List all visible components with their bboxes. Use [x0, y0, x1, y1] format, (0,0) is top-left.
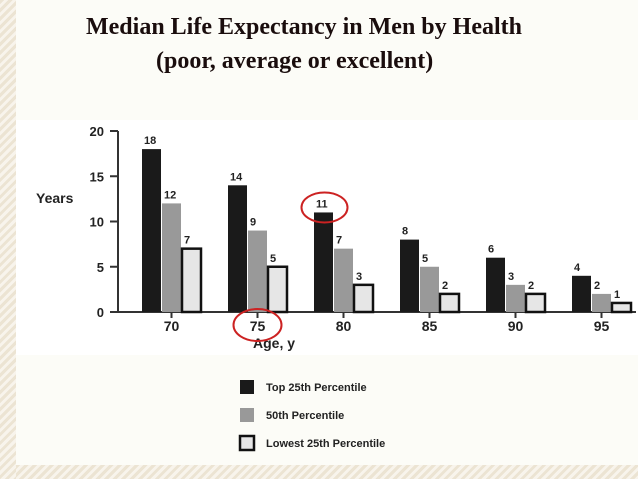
data-label: 6: [488, 244, 494, 256]
data-label: 5: [270, 253, 276, 265]
data-label: 1: [614, 289, 620, 301]
bar-95-series-0: [572, 275, 591, 312]
chart-highlights: [232, 191, 349, 342]
bar-70-series-0: [142, 149, 161, 312]
highlight-circle-value: [300, 191, 349, 224]
x-tick-label-80: 80: [336, 318, 352, 334]
data-label: 2: [594, 280, 600, 292]
bar-90-series-2: [524, 292, 547, 314]
legend-label-2: Lowest 25th Percentile: [266, 438, 385, 450]
legend-swatch-0: [240, 380, 254, 394]
y-tick-label: 20: [90, 124, 104, 139]
data-label: 3: [356, 271, 362, 283]
bar-80-series-1: [334, 248, 353, 312]
bar-70-series-2: [180, 247, 203, 314]
x-tick-label-70: 70: [164, 318, 180, 334]
bar-85-series-0: [400, 239, 419, 312]
y-axis-label: Years: [36, 190, 74, 206]
chart-data-labels: 18 12 7 14 9 5 11 7 3 8 5 2 6 3 2 4 2 1: [144, 135, 620, 301]
data-label: 8: [402, 226, 408, 238]
legend-label-1: 50th Percentile: [266, 410, 344, 422]
chart-bars: [142, 149, 633, 314]
bar-85-series-1: [420, 266, 439, 312]
title-line-2: (poor, average or excellent): [156, 48, 434, 74]
bar-90-series-0: [486, 257, 505, 312]
data-label: 18: [144, 135, 156, 147]
y-tick-label: 5: [97, 260, 104, 275]
bar-75-series-1: [248, 230, 267, 312]
bar-70-series-1: [162, 203, 181, 312]
data-label: 2: [442, 280, 448, 292]
bar-95-series-1: [592, 293, 611, 312]
data-label: 7: [336, 235, 342, 247]
legend-swatch-1: [240, 408, 254, 422]
bar-75-series-2: [266, 265, 289, 314]
data-label: 11: [316, 198, 328, 210]
data-label: 3: [508, 271, 514, 283]
bar-90-series-1: [506, 284, 525, 312]
data-label: 14: [230, 171, 243, 183]
x-tick-label-85: 85: [422, 318, 438, 334]
data-label: 12: [164, 189, 176, 201]
bar-95-series-2: [610, 301, 633, 314]
chart-legend: Top 25th Percentile 50th Percentile Lowest…: [238, 380, 385, 452]
y-tick-label: 10: [90, 215, 104, 230]
bar-80-series-0: [314, 212, 333, 312]
x-axis-label: Age, y: [253, 335, 295, 351]
data-label: 4: [574, 262, 581, 274]
bar-85-series-2: [438, 292, 461, 314]
highlight-circle-xtick-75: [232, 308, 283, 342]
data-label: 2: [528, 280, 534, 292]
data-label: 7: [184, 235, 190, 247]
legend-swatch-2: [238, 434, 256, 452]
y-tick-label: 0: [97, 305, 104, 320]
y-tick-label: 15: [90, 169, 104, 184]
data-label: 9: [250, 217, 256, 229]
decorative-frame-left: [0, 0, 16, 479]
bar-75-series-0: [228, 185, 247, 312]
legend-label-0: Top 25th Percentile: [266, 382, 367, 394]
x-tick-label-95: 95: [594, 318, 610, 334]
bar-80-series-2: [352, 283, 375, 314]
decorative-frame-bottom: [16, 465, 638, 479]
data-label: 5: [422, 253, 428, 265]
x-tick-label-90: 90: [508, 318, 524, 334]
x-tick-label-75: 75: [250, 318, 266, 334]
title-line-1: Median Life Expectancy in Men by Health: [86, 14, 522, 40]
slide-title: Median Life Expectancy in Men by Health …: [60, 10, 638, 78]
